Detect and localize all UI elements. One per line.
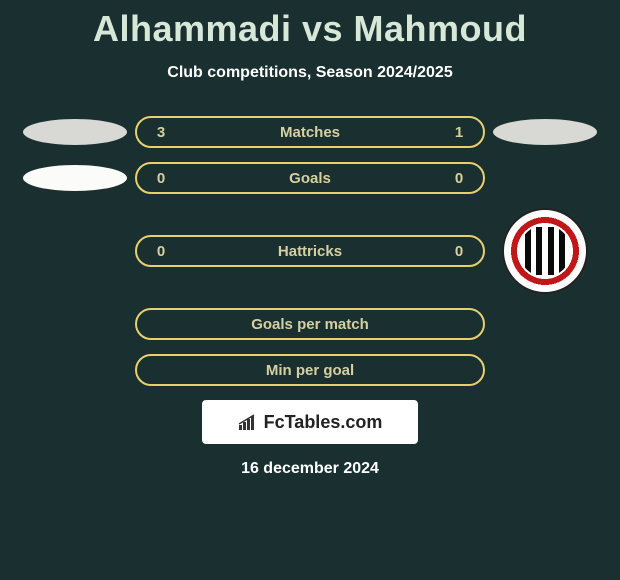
stat-pill: 3 Matches 1 xyxy=(135,116,485,148)
left-team-slot xyxy=(15,165,135,191)
stats-container: 3 Matches 1 0 Goals 0 0 Hattricks 0 xyxy=(0,116,620,386)
stat-label: Hattricks xyxy=(171,243,449,260)
brand-text: FcTables.com xyxy=(264,412,383,433)
stat-pill: Min per goal xyxy=(135,354,485,386)
stat-row-min-per-goal: Min per goal xyxy=(0,354,620,386)
stat-row-matches: 3 Matches 1 xyxy=(0,116,620,148)
subtitle: Club competitions, Season 2024/2025 xyxy=(0,64,620,82)
stat-right-value: 0 xyxy=(449,170,469,187)
stat-pill: 0 Goals 0 xyxy=(135,162,485,194)
right-team-slot xyxy=(485,208,605,294)
stat-label: Matches xyxy=(171,124,449,141)
team-left-logo-placeholder xyxy=(23,119,127,145)
team-left-logo-placeholder xyxy=(23,165,127,191)
stat-row-hattricks: 0 Hattricks 0 xyxy=(0,208,620,294)
team-right-logo-placeholder xyxy=(493,119,597,145)
date-text: 16 december 2024 xyxy=(0,460,620,478)
page-title: Alhammadi vs Mahmoud xyxy=(0,0,620,50)
stat-row-goals: 0 Goals 0 xyxy=(0,162,620,194)
stat-left-value: 3 xyxy=(151,124,171,141)
stat-pill: 0 Hattricks 0 xyxy=(135,235,485,267)
stat-label: Goals per match xyxy=(171,316,449,333)
brand-box: FcTables.com xyxy=(202,400,418,444)
stat-right-value: 0 xyxy=(449,243,469,260)
left-team-slot xyxy=(15,119,135,145)
stat-pill: Goals per match xyxy=(135,308,485,340)
badge-inner xyxy=(519,225,571,277)
badge-stripes xyxy=(525,227,565,275)
stat-label: Goals xyxy=(171,170,449,187)
stat-left-value: 0 xyxy=(151,170,171,187)
stat-right-value: 1 xyxy=(449,124,469,141)
stat-left-value: 0 xyxy=(151,243,171,260)
club-badge-al-jazira xyxy=(502,208,588,294)
stat-label: Min per goal xyxy=(171,362,449,379)
right-team-slot xyxy=(485,119,605,145)
stat-row-goals-per-match: Goals per match xyxy=(0,308,620,340)
bar-chart-icon xyxy=(238,413,260,431)
